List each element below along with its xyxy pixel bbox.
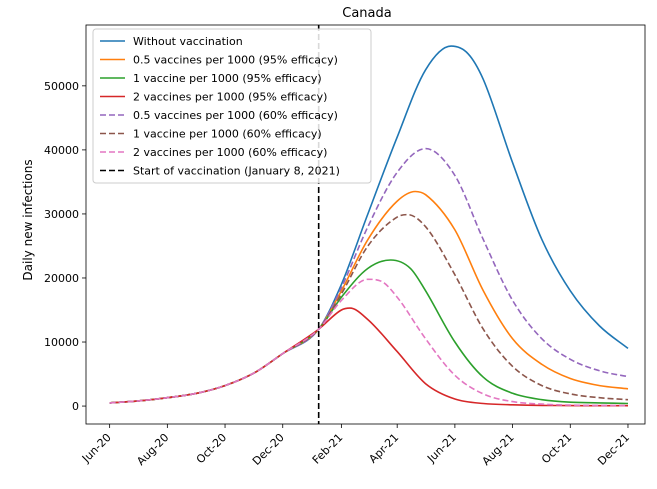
x-tick-label: Dec-20 xyxy=(250,431,287,468)
y-axis-title: Daily new infections xyxy=(21,159,35,280)
legend-label: 0.5 vaccines per 1000 (95% efficacy) xyxy=(133,54,338,67)
y-tick-label: 30000 xyxy=(44,208,79,221)
legend-label: 2 vaccines per 1000 (95% efficacy) xyxy=(133,91,327,104)
legend-label: 2 vaccines per 1000 (60% efficacy) xyxy=(133,146,327,159)
x-tick-label: Aug-21 xyxy=(480,431,517,468)
x-tick-label: Jun-21 xyxy=(424,431,459,466)
x-axis: Jun-20 Aug-20 Oct-20 Dec-20 Feb-21 Apr-21 Jun-… xyxy=(79,424,632,468)
plot-frame xyxy=(85,24,646,425)
y-tick-label: 20000 xyxy=(44,272,79,285)
y-axis: 0 10000 20000 30000 40000 50000 xyxy=(44,80,86,413)
y-tick-label: 40000 xyxy=(44,144,79,157)
legend-box xyxy=(92,28,372,184)
series-line-1-vaccine-per-1000-95-efficacy xyxy=(109,259,629,405)
legend-label: Without vaccination xyxy=(133,35,243,48)
x-tick-label: Oct-21 xyxy=(539,431,574,466)
legend-label: 1 vaccine per 1000 (60% efficacy) xyxy=(133,128,322,141)
series-line-2-vaccines-per-1000-60-efficacy xyxy=(109,278,629,407)
series-line-0-5-vaccines-per-1000-60-efficacy xyxy=(109,147,629,404)
chart-title: Canada xyxy=(342,6,391,21)
legend-label: Start of vaccination (January 8, 2021) xyxy=(133,165,340,178)
y-tick-label: 10000 xyxy=(44,336,79,349)
series-lines xyxy=(109,45,629,407)
x-tick-label: Feb-21 xyxy=(310,431,346,467)
y-tick-label: 0 xyxy=(72,400,79,413)
y-tick-label: 50000 xyxy=(44,80,79,93)
legend-label: 1 vaccine per 1000 (95% efficacy) xyxy=(133,72,322,85)
x-tick-label: Jun-20 xyxy=(79,431,114,466)
series-line-2-vaccines-per-1000-95-efficacy xyxy=(109,307,628,407)
series-line-1-vaccine-per-1000-60-efficacy xyxy=(109,213,629,404)
x-tick-label: Dec-21 xyxy=(595,431,632,468)
legend: Without vaccination 0.5 vaccines per 1000… xyxy=(92,28,372,184)
x-tick-label: Oct-20 xyxy=(194,431,229,466)
legend-label: 0.5 vaccines per 1000 (60% efficacy) xyxy=(133,109,338,122)
x-tick-label: Aug-20 xyxy=(134,431,171,468)
x-tick-label: Apr-21 xyxy=(366,431,401,466)
